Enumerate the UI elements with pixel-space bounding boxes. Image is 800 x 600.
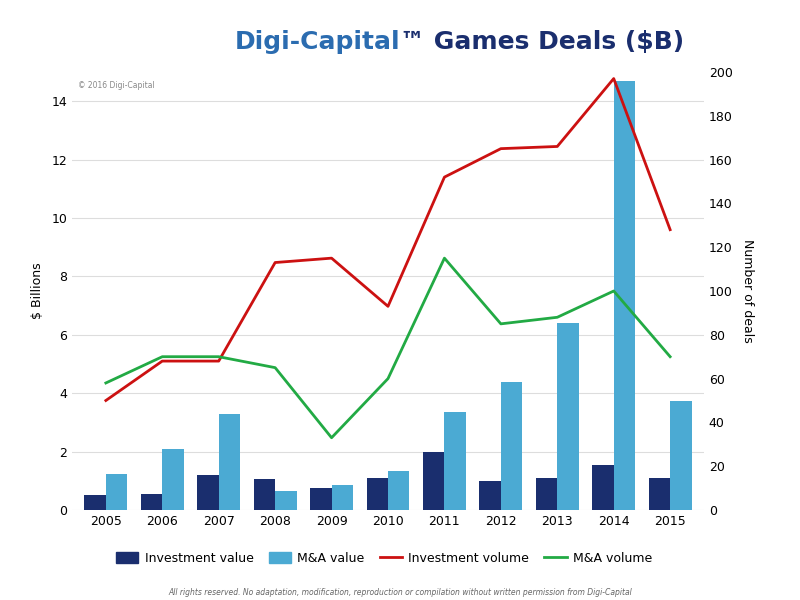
Bar xyxy=(275,491,297,510)
Y-axis label: Number of deals: Number of deals xyxy=(741,239,754,343)
Bar xyxy=(141,494,162,510)
Text: ™ Games Deals ($B): ™ Games Deals ($B) xyxy=(400,30,684,54)
Text: Digi-Capital: Digi-Capital xyxy=(234,30,400,54)
Bar xyxy=(670,401,691,510)
Text: All rights reserved. No adaptation, modification, reproduction or compilation wi: All rights reserved. No adaptation, modi… xyxy=(168,588,632,597)
Bar xyxy=(254,479,275,510)
Bar xyxy=(445,412,466,510)
Bar xyxy=(218,413,240,510)
Bar xyxy=(331,485,353,510)
Bar xyxy=(162,449,184,510)
Bar xyxy=(198,475,218,510)
Bar xyxy=(479,481,501,510)
Legend: Investment value, M&A value, Investment volume, M&A volume: Investment value, M&A value, Investment … xyxy=(111,547,657,570)
Y-axis label: $ Billions: $ Billions xyxy=(31,263,44,319)
Bar xyxy=(558,323,578,510)
Bar xyxy=(592,465,614,510)
Bar xyxy=(501,382,522,510)
Text: © 2016 Digi-Capital: © 2016 Digi-Capital xyxy=(78,81,155,90)
Bar xyxy=(310,488,331,510)
Bar xyxy=(536,478,558,510)
Bar xyxy=(423,452,445,510)
Bar xyxy=(85,496,106,510)
Bar xyxy=(649,478,670,510)
Bar xyxy=(614,81,635,510)
Bar xyxy=(388,470,410,510)
Bar xyxy=(106,473,127,510)
Bar xyxy=(366,478,388,510)
